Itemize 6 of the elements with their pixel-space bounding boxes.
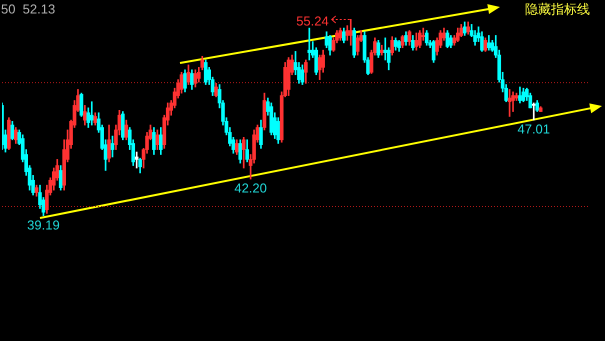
annotation: 55.24 [296, 14, 329, 29]
annotation: 47.01 [517, 122, 550, 137]
annotation: 39.19 [27, 218, 60, 233]
annotation: 42.20 [234, 180, 267, 196]
text: 50 52.13 [1, 2, 56, 17]
text: 隐藏指标线 [525, 2, 590, 17]
